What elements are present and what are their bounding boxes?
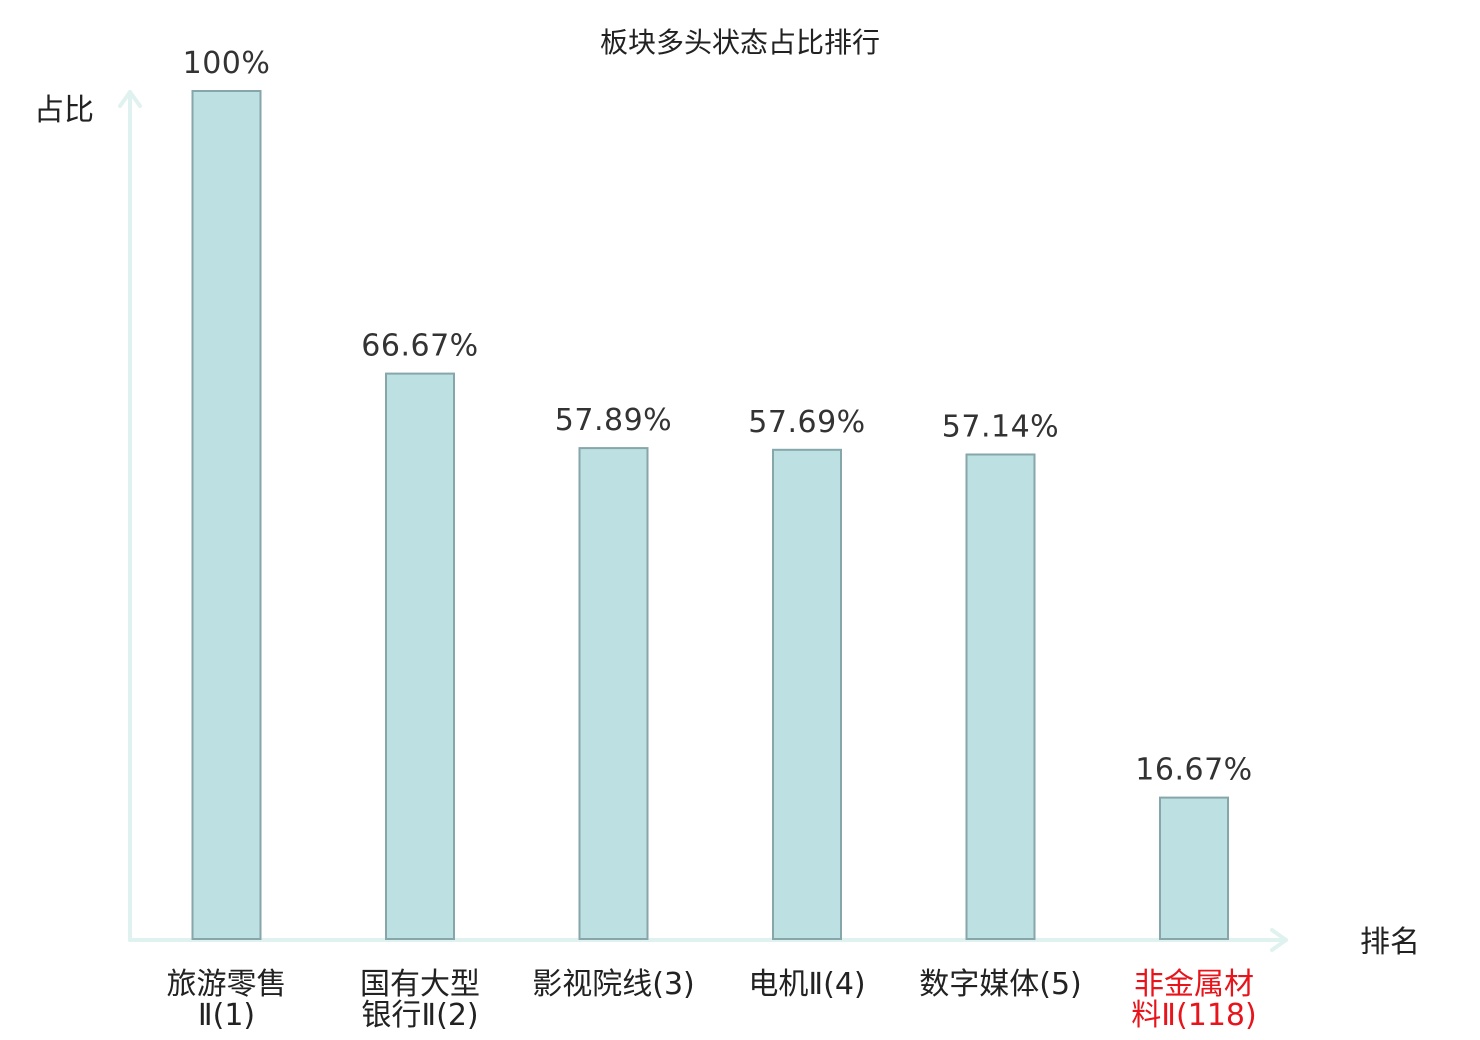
category-label-1-line-2: Ⅱ(1) <box>198 998 255 1033</box>
category-label-1-line-1: 旅游零售 <box>167 967 287 1002</box>
category-label-2: 国有大型银行Ⅱ(2) <box>360 967 480 1033</box>
category-label-4-line-1: 电机Ⅱ(4) <box>748 967 865 1002</box>
category-label-2-line-2: 银行Ⅱ(2) <box>361 998 478 1033</box>
value-label-2: 66.67% <box>361 329 478 364</box>
bar-6 <box>1159 796 1229 940</box>
bar-1 <box>191 90 262 940</box>
bar-2 <box>385 372 455 941</box>
category-label-3-line-1: 影视院线(3) <box>532 967 695 1002</box>
category-label-6-line-2: 料Ⅱ(118) <box>1131 998 1256 1033</box>
category-label-6-line-1: 非金属材 <box>1134 967 1254 1002</box>
value-label-3: 57.89% <box>555 403 672 438</box>
bars <box>191 90 1229 941</box>
category-label-5: 数字媒体(5) <box>919 967 1082 1002</box>
category-label-1: 旅游零售 Ⅱ(1) <box>167 967 287 1033</box>
y-axis-arrow-icon <box>118 90 142 108</box>
category-labels: 旅游零售 Ⅱ(1) 国有大型银行Ⅱ(2) 影视院线(3) 电机Ⅱ(4) 数字媒体(5) 非金… <box>167 967 1257 1033</box>
category-label-6: 非金属材料Ⅱ(118) <box>1131 967 1256 1033</box>
y-axis-label: 占比 <box>34 93 94 128</box>
category-label-5-line-1: 数字媒体(5) <box>919 967 1082 1002</box>
value-label-6: 16.67% <box>1135 753 1252 788</box>
value-label-4: 57.69% <box>748 405 865 440</box>
chart-title: 板块多头状态占比排行 <box>600 26 880 59</box>
x-axis-arrow-icon <box>1270 928 1288 952</box>
bar-5 <box>965 453 1036 940</box>
category-label-4: 电机Ⅱ(4) <box>748 967 865 1002</box>
value-label-1: 100% <box>183 46 271 81</box>
bar-3 <box>578 447 649 940</box>
value-label-5: 57.14% <box>942 410 1059 445</box>
category-label-3: 影视院线(3) <box>532 967 695 1002</box>
category-label-2-line-1: 国有大型 <box>360 967 480 1002</box>
value-labels: 100% 66.67% 57.89% 57.69% 57.14% 16.67% <box>183 46 1253 788</box>
axes <box>118 90 1288 952</box>
bar-4 <box>772 448 842 940</box>
x-axis-label: 排名 <box>1360 925 1420 960</box>
